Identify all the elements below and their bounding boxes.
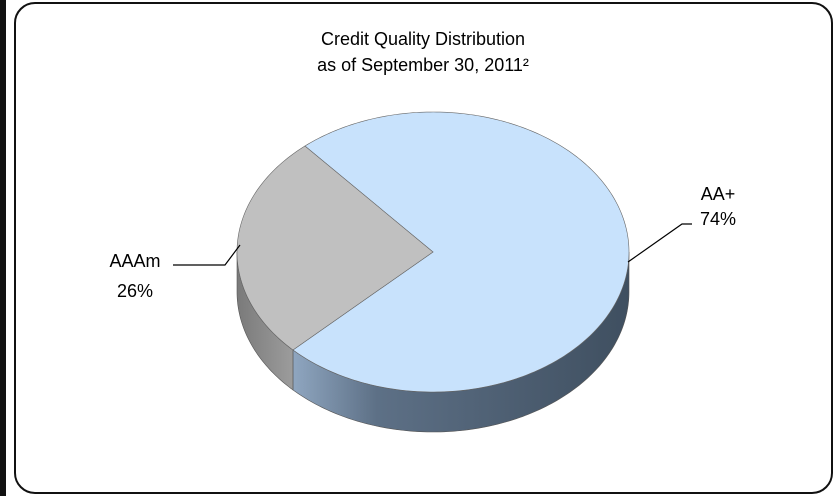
edge-strip	[0, 0, 6, 496]
slice-label: AA+	[701, 184, 736, 204]
slice-value-label: 74%	[700, 209, 736, 229]
leader-line	[627, 223, 692, 263]
slice-label: AAAm	[109, 251, 160, 271]
slice-value-label: 26%	[117, 281, 153, 301]
slice	[292, 111, 630, 393]
chart-title: Credit Quality Distribution	[321, 29, 525, 49]
chart-subtitle: as of September 30, 2011²	[317, 55, 529, 75]
slice	[236, 145, 434, 351]
leader-line	[173, 244, 241, 266]
